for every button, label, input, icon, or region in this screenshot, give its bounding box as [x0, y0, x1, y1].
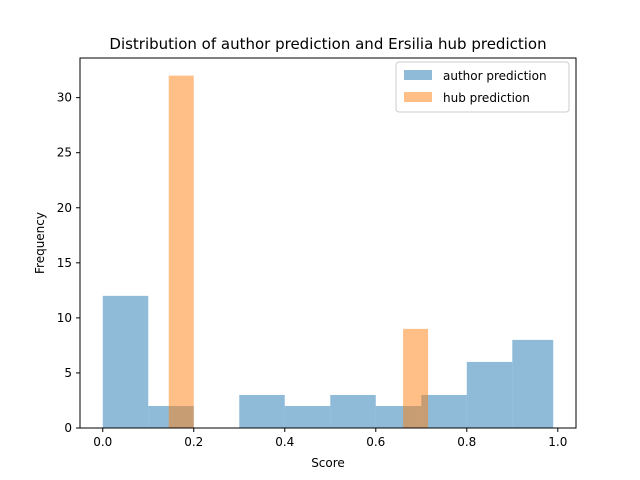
x-tick-label: 1.0: [548, 435, 567, 449]
x-tick-label: 0.4: [275, 435, 294, 449]
y-tick-label: 25: [57, 146, 72, 160]
x-axis-ticks: 0.0 0.2 0.4 0.6 0.8 1.0: [93, 428, 567, 449]
y-tick-label: 30: [57, 91, 72, 105]
y-tick-label: 15: [57, 256, 72, 270]
bars-layer: [102, 75, 554, 428]
x-tick-label: 0.8: [457, 435, 476, 449]
y-tick-label: 20: [57, 201, 72, 215]
x-tick-label: 0.6: [366, 435, 385, 449]
legend-box: [395, 61, 570, 113]
x-axis-label: Score: [311, 456, 345, 470]
axes-frame: [79, 57, 577, 429]
histogram-bar-author-4: [284, 405, 331, 428]
x-tick-label: 0.0: [93, 435, 112, 449]
y-axis-label: Frequency: [33, 212, 47, 274]
x-tick-label: 0.2: [184, 435, 203, 449]
y-axis-ticks: 0 5 10 15 20 25 30: [57, 91, 80, 435]
histogram-bar-hub-9: [403, 328, 429, 428]
histogram-bar-author-5: [330, 394, 376, 428]
chart-title: Distribution of author prediction and Er…: [109, 35, 546, 53]
histogram-bar-hub-0: [168, 75, 194, 428]
legend-swatch-hub: [404, 92, 432, 102]
histogram-bar-author-3: [239, 394, 285, 428]
y-tick-label: 0: [64, 421, 72, 435]
legend-swatch-author: [404, 70, 432, 80]
legend: author prediction hub prediction: [395, 61, 570, 113]
histogram-bar-author-9: [512, 339, 554, 428]
legend-label-author: author prediction: [443, 69, 547, 83]
histogram-bar-author-0: [102, 295, 149, 428]
histogram-bar-author-7: [421, 394, 467, 428]
histogram-bar-author-8: [466, 361, 513, 428]
legend-label-hub: hub prediction: [443, 91, 530, 105]
y-tick-label: 10: [57, 311, 72, 325]
y-tick-label: 5: [64, 366, 72, 380]
